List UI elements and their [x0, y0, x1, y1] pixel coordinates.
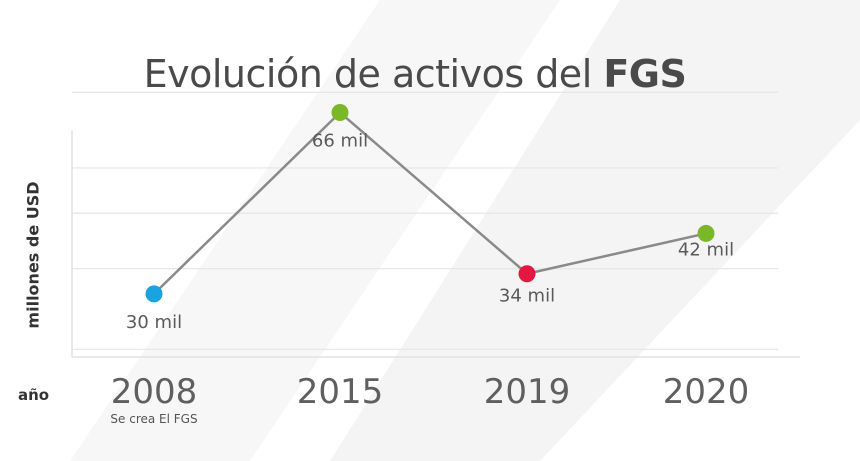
data-label-2020: 42 mil	[678, 239, 734, 260]
chart-title-text: Evolución de activos del	[143, 52, 593, 96]
data-label-2008: 30 mil	[126, 312, 182, 333]
data-points	[145, 104, 715, 303]
grid-lines	[72, 91, 778, 350]
data-point-2020	[697, 224, 715, 242]
annotation-2008: Se crea El FGS	[110, 412, 198, 426]
series-line	[153, 110, 707, 295]
x-tick-label-2008: 2008	[110, 372, 198, 412]
data-point-2015	[331, 104, 349, 122]
chart-title: Evolución de activos del FGS	[0, 52, 830, 96]
y-axis-label: millones de USD	[23, 181, 43, 329]
x-tick-label-2019: 2019	[483, 372, 571, 412]
data-labels: 30 mil 66 mil 34 mil 42 mil	[126, 131, 734, 333]
data-label-2015: 66 mil	[312, 131, 368, 152]
x-tick-label-2015: 2015	[296, 372, 384, 412]
x-axis-label: año	[18, 386, 50, 404]
data-point-2008	[145, 285, 163, 303]
data-label-2019: 34 mil	[499, 286, 555, 307]
x-tick-label-2020: 2020	[662, 372, 750, 412]
chart-title-emphasis: FGS	[603, 52, 687, 96]
data-point-2019	[518, 265, 536, 283]
